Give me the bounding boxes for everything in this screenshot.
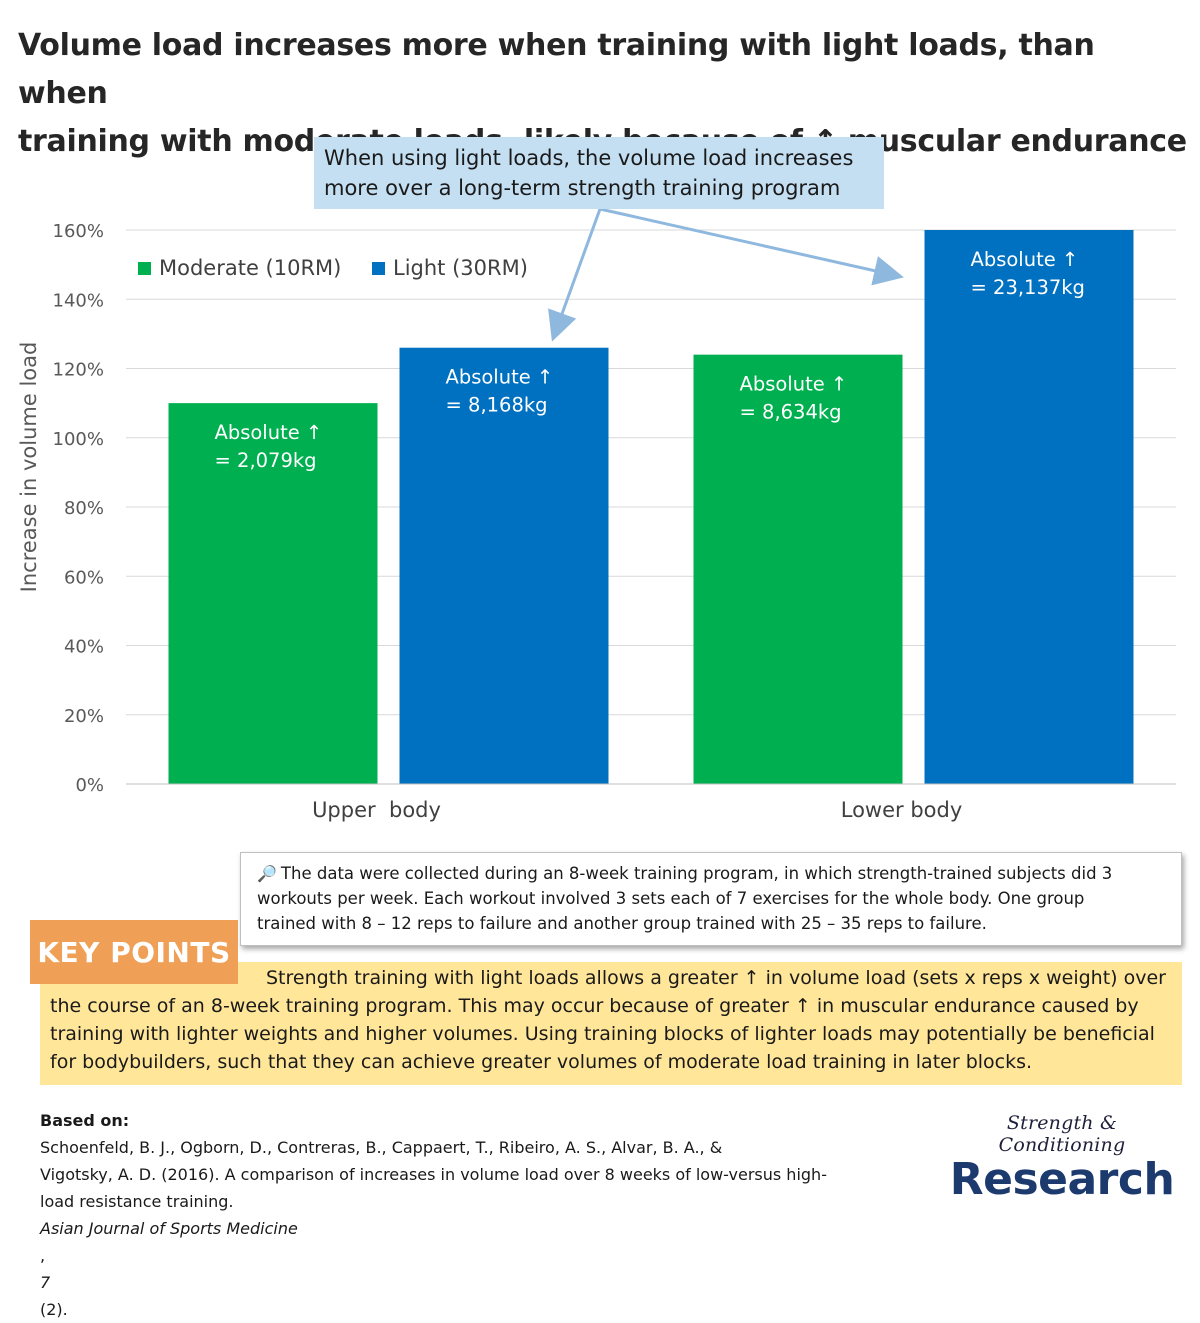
chart-title: Volume load increases more when training…: [18, 22, 1188, 166]
y-axis-label: Increase in volume load: [17, 342, 41, 593]
y-tick-label-40: 40%: [64, 637, 104, 658]
key-line-2: the course of an 8-week training program…: [50, 995, 1139, 1017]
brand-logo: Strength & Conditioning Research: [942, 1112, 1182, 1204]
data-label-light-0-0: Absolute ↑: [446, 366, 554, 389]
callout-arrow-lower: [599, 207, 904, 286]
bar-chart: 0% 20% 40% 60% 80% 100% 120% 140% 160% Increase i…: [17, 207, 1176, 822]
bar-light-1: [924, 230, 1134, 784]
info-line-1-wrap: 🔎 The data were collected during an 8-wee…: [257, 861, 1167, 886]
ref-line-3a: load resistance training.: [40, 1192, 234, 1211]
info-box: 🔎 The data were collected during an 8-wee…: [240, 852, 1182, 946]
y-tick-label-0: 0%: [75, 775, 104, 796]
key-points-text: Strength training with light loads allow…: [50, 964, 1178, 1076]
ref-line-3b: ,: [40, 1246, 46, 1265]
data-label-light-1-1: = 23,137kg: [971, 276, 1085, 299]
key-line-4: for bodybuilders, such that they can ach…: [50, 1051, 1033, 1073]
bar-moderate-1: [693, 354, 903, 784]
legend-swatch-moderate: [138, 261, 151, 275]
ref-line-2: Vigotsky, A. D. (2016). A comparison of …: [40, 1165, 827, 1184]
y-tick-label-80: 80%: [64, 498, 104, 519]
y-tick-label-100: 100%: [53, 429, 104, 450]
ref-line-1: Schoenfeld, B. J., Ogborn, D., Contreras…: [40, 1138, 723, 1157]
callout-line-1: When using light loads, the volume load …: [324, 146, 854, 170]
title-line-1: Volume load increases more when training…: [18, 28, 1095, 111]
key-line-3: training with lighter weights and higher…: [50, 1023, 1155, 1045]
y-tick-label-20: 20%: [64, 706, 104, 727]
key-line-1: Strength training with light loads allow…: [266, 967, 1166, 989]
ref-prefix: Based on:: [40, 1111, 130, 1130]
legend-item-moderate: Moderate (10RM): [138, 256, 341, 280]
ref-line-3c: (2).: [40, 1300, 68, 1319]
y-tick-label-60: 60%: [64, 567, 104, 588]
data-label-moderate-0-0: Absolute ↑: [215, 421, 323, 444]
bar-light-0: [399, 347, 609, 784]
callout-box: When using light loads, the volume load …: [314, 137, 884, 209]
magnifier-icon: 🔎: [257, 864, 277, 883]
ref-journal: Asian Journal of Sports Medicine: [40, 1219, 298, 1238]
info-line-3: trained with 8 – 12 reps to failure and …: [257, 914, 987, 933]
data-label-light-0-1: = 8,168kg: [446, 394, 548, 417]
logo-wordmark: Research: [949, 1154, 1175, 1205]
x-tick-label-0: Upper body: [312, 798, 441, 822]
x-tick-label-1: Lower body: [841, 798, 963, 822]
legend-swatch-light: [372, 261, 385, 275]
ref-line-1-wrap: Based on: Schoenfeld, B. J., Ogborn, D.,…: [40, 1107, 900, 1161]
callout-line-2: more over a long-term strength training …: [324, 176, 841, 200]
ref-volume: 7: [40, 1273, 51, 1292]
callout-arrow-upper: [548, 208, 602, 342]
ref-line-3-wrap: load resistance training. Asian Journal …: [40, 1188, 900, 1323]
legend-label-moderate: Moderate (10RM): [159, 256, 342, 280]
data-label-light-1-0: Absolute ↑: [971, 248, 1079, 271]
bar-moderate-0: [168, 403, 378, 784]
y-tick-label-120: 120%: [53, 360, 104, 381]
reference: Based on: Schoenfeld, B. J., Ogborn, D.,…: [40, 1107, 900, 1323]
data-label-moderate-1-0: Absolute ↑: [740, 373, 848, 396]
data-label-moderate-1-1: = 8,634kg: [740, 401, 842, 424]
info-line-1: The data were collected during an 8-week…: [280, 864, 1113, 883]
legend-item-light: Light (30RM): [372, 256, 528, 280]
key-points-label: KEY POINTS: [30, 920, 238, 984]
legend-label-light: Light (30RM): [393, 256, 528, 280]
logo-script: Strength & Conditioning: [998, 1112, 1126, 1156]
y-tick-label-140: 140%: [53, 290, 104, 311]
data-label-moderate-0-1: = 2,079kg: [215, 449, 317, 472]
y-tick-label-160: 160%: [53, 221, 104, 242]
info-line-2: workouts per week. Each workout involved…: [257, 889, 1085, 908]
